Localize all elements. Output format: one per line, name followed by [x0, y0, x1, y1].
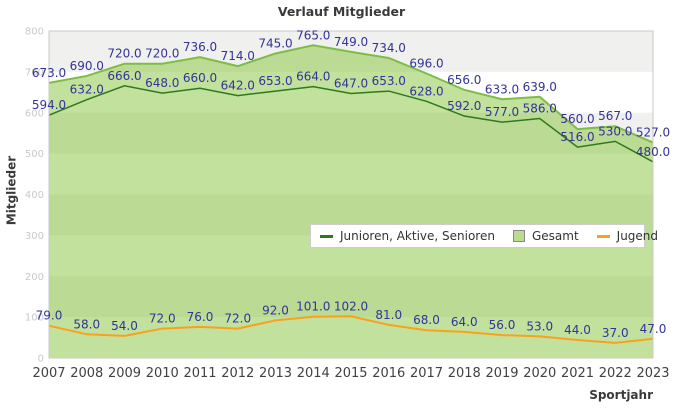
point-label: 656.0	[447, 73, 481, 87]
point-label: 592.0	[447, 99, 481, 113]
point-label: 560.0	[560, 112, 594, 126]
point-label: 653.0	[258, 74, 292, 88]
point-label: 527.0	[636, 126, 670, 140]
legend-label: Junioren, Aktive, Senioren	[340, 229, 495, 243]
point-label: 696.0	[409, 57, 443, 71]
point-label: 79.0	[36, 309, 63, 323]
point-label: 56.0	[489, 318, 516, 332]
y-axis-tick: 200	[25, 272, 44, 283]
point-label: 480.0	[636, 145, 670, 159]
area-fill-Gesamt	[49, 45, 653, 359]
point-label: 633.0	[485, 82, 519, 96]
point-label: 628.0	[409, 84, 443, 98]
point-label: 690.0	[70, 59, 104, 73]
x-axis-tick: 2008	[70, 366, 103, 381]
point-label: 516.0	[560, 130, 594, 144]
point-label: 647.0	[334, 77, 368, 91]
x-axis-tick: 2019	[485, 366, 518, 381]
y-axis-tick: 300	[25, 231, 44, 242]
series-line-Junioren, Aktive, Senioren	[48, 84, 654, 163]
point-label: 648.0	[145, 76, 179, 90]
point-label: 101.0	[296, 300, 330, 314]
point-label: 745.0	[258, 36, 292, 50]
x-axis-tick: 2018	[448, 366, 481, 381]
x-axis-tick: 2013	[259, 366, 292, 381]
plot-border	[48, 30, 654, 359]
x-axis-tick: 2022	[599, 366, 632, 381]
series-line-Jugend	[48, 315, 654, 344]
point-label: 68.0	[413, 313, 440, 327]
x-axis-tick: 2014	[297, 366, 330, 381]
legend-square-marker	[512, 230, 525, 242]
legend-item-1: Junioren, Aktive, Senioren	[320, 229, 495, 243]
y-axis-tick: 100	[25, 313, 44, 324]
point-label: 734.0	[372, 41, 406, 55]
point-label: 72.0	[224, 312, 251, 326]
y-axis-tick: 700	[25, 67, 44, 78]
point-label: 102.0	[334, 299, 368, 313]
x-axis-tick: 2016	[372, 366, 405, 381]
point-label: 54.0	[111, 319, 138, 333]
x-axis-tick: 2007	[32, 366, 65, 381]
point-label: 44.0	[564, 323, 591, 337]
point-label: 749.0	[334, 35, 368, 49]
x-axis-title: Sportjahr	[589, 388, 653, 402]
y-axis-tick: 600	[25, 108, 44, 119]
point-label: 92.0	[262, 303, 289, 317]
point-label: 47.0	[640, 322, 667, 336]
chart-title: Verlauf Mitglieder	[277, 4, 406, 19]
point-label: 714.0	[221, 49, 255, 63]
point-label: 64.0	[451, 315, 478, 329]
point-label: 72.0	[149, 312, 176, 326]
point-label: 736.0	[183, 40, 217, 54]
point-label: 720.0	[145, 47, 179, 61]
point-label: 37.0	[602, 326, 629, 340]
legend-item-3: Jugend	[596, 229, 659, 243]
x-axis-tick: 2009	[108, 366, 141, 381]
legend-label: Jugend	[616, 229, 659, 243]
point-label: 530.0	[598, 124, 632, 138]
point-label: 765.0	[296, 28, 330, 42]
point-label: 594.0	[32, 98, 66, 112]
x-axis-tick: 2012	[221, 366, 254, 381]
point-label: 58.0	[73, 317, 100, 331]
legend-item-2: Gesamt	[512, 229, 579, 243]
point-label: 642.0	[221, 79, 255, 93]
point-label: 720.0	[107, 47, 141, 61]
x-axis-tick: 2010	[146, 366, 179, 381]
x-axis-tick: 2023	[636, 366, 669, 381]
y-axis-tick: 0	[38, 354, 44, 365]
point-label: 586.0	[523, 101, 557, 115]
point-label: 673.0	[32, 66, 66, 80]
y-axis-tick: 800	[25, 27, 44, 38]
x-axis-tick: 2011	[183, 366, 216, 381]
point-label: 577.0	[485, 105, 519, 119]
x-axis-tick: 2021	[561, 366, 594, 381]
point-label: 81.0	[375, 308, 402, 322]
x-axis-tick: 2020	[523, 366, 556, 381]
point-label: 664.0	[296, 70, 330, 84]
point-label: 53.0	[526, 319, 553, 333]
x-axis-tick: 2015	[334, 366, 367, 381]
point-label: 76.0	[187, 310, 214, 324]
legend-line-marker	[596, 234, 610, 238]
series-line-Gesamt	[48, 44, 654, 144]
x-axis-tick: 2017	[410, 366, 443, 381]
point-label: 639.0	[523, 80, 557, 94]
y-axis-tick: 400	[25, 190, 44, 201]
y-axis-tick: 500	[25, 149, 44, 160]
point-label: 660.0	[183, 71, 217, 85]
point-label: 632.0	[70, 83, 104, 97]
point-label: 567.0	[598, 109, 632, 123]
chart-legend: Junioren, Aktive, Senioren Gesamt Jugend	[310, 224, 658, 248]
legend-label: Gesamt	[531, 229, 579, 243]
point-label: 653.0	[372, 74, 406, 88]
legend-line-marker	[320, 234, 333, 238]
point-label: 666.0	[107, 69, 141, 83]
